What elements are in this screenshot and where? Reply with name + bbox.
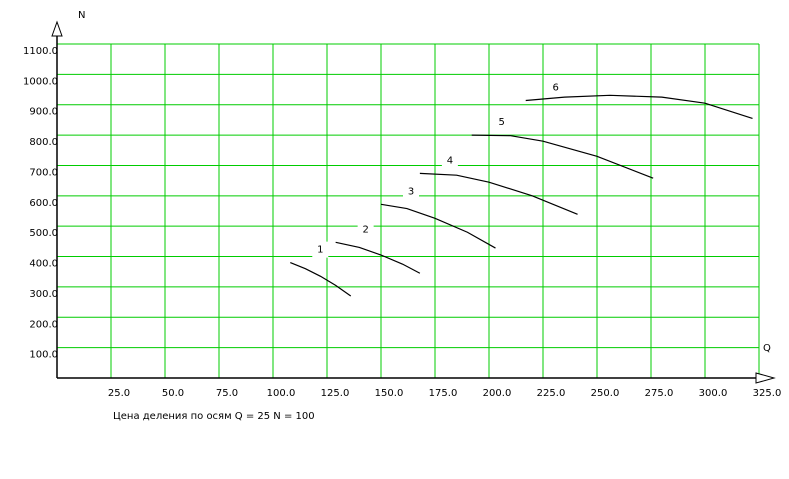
y-tick-label: 200.0 [29, 319, 58, 330]
y-axis-label: N [78, 10, 85, 21]
y-tick-label: 100.0 [29, 350, 58, 361]
grid [57, 43, 760, 378]
y-tick-label: 300.0 [29, 289, 58, 300]
curve-label-bg [312, 241, 329, 258]
x-tick-label: 175.0 [429, 388, 458, 399]
curve-label-bg [493, 114, 510, 131]
y-tick-label: 400.0 [29, 259, 58, 270]
curve-label: 2 [362, 224, 368, 235]
x-tick-label: 225.0 [537, 388, 566, 399]
curve [335, 241, 421, 274]
x-tick-label: 300.0 [699, 388, 728, 399]
x-tick-label: 125.0 [321, 388, 350, 399]
x-tick-label: 150.0 [375, 388, 404, 399]
x-tick-label: 250.0 [591, 388, 620, 399]
curves: 1 2 3 4 5 6 [290, 79, 753, 297]
x-tick-label: 25.0 [108, 388, 130, 399]
x-tick-label: 275.0 [645, 388, 674, 399]
x-tick-label: 100.0 [267, 388, 296, 399]
curve [380, 203, 496, 249]
curve [525, 94, 753, 119]
curve [419, 172, 578, 215]
y-tick-label: 600.0 [29, 198, 58, 209]
curve [471, 134, 654, 179]
y-tick-label: 1000.0 [23, 76, 58, 87]
x-tick-label: 325.0 [753, 388, 782, 399]
curve-label: 5 [499, 117, 505, 128]
curve-label: 1 [317, 245, 323, 256]
y-arrow [51, 20, 63, 37]
x-arrow [755, 372, 776, 384]
x-tick-label: 75.0 [216, 388, 238, 399]
curve-label: 4 [447, 155, 453, 166]
curve-label: 3 [408, 186, 414, 197]
curve-label-bg [403, 183, 419, 200]
x-tick-label: 50.0 [162, 388, 184, 399]
curve-label-bg [357, 221, 374, 238]
curve-label-bg [441, 152, 458, 169]
x-axis-label: Q [763, 343, 771, 354]
y-tick-label: 1100.0 [23, 46, 58, 57]
curve [290, 262, 352, 297]
y-tick-label: 800.0 [29, 137, 58, 148]
curve-label: 6 [553, 82, 559, 93]
y-tick-label: 500.0 [29, 228, 58, 239]
curve-label-bg [547, 79, 564, 96]
y-tick-label: 700.0 [29, 167, 58, 178]
y-tick-label: 900.0 [29, 107, 58, 118]
x-tick-label: 200.0 [483, 388, 512, 399]
footnote: Цена деления по осям Q = 25 N = 100 [113, 411, 315, 422]
